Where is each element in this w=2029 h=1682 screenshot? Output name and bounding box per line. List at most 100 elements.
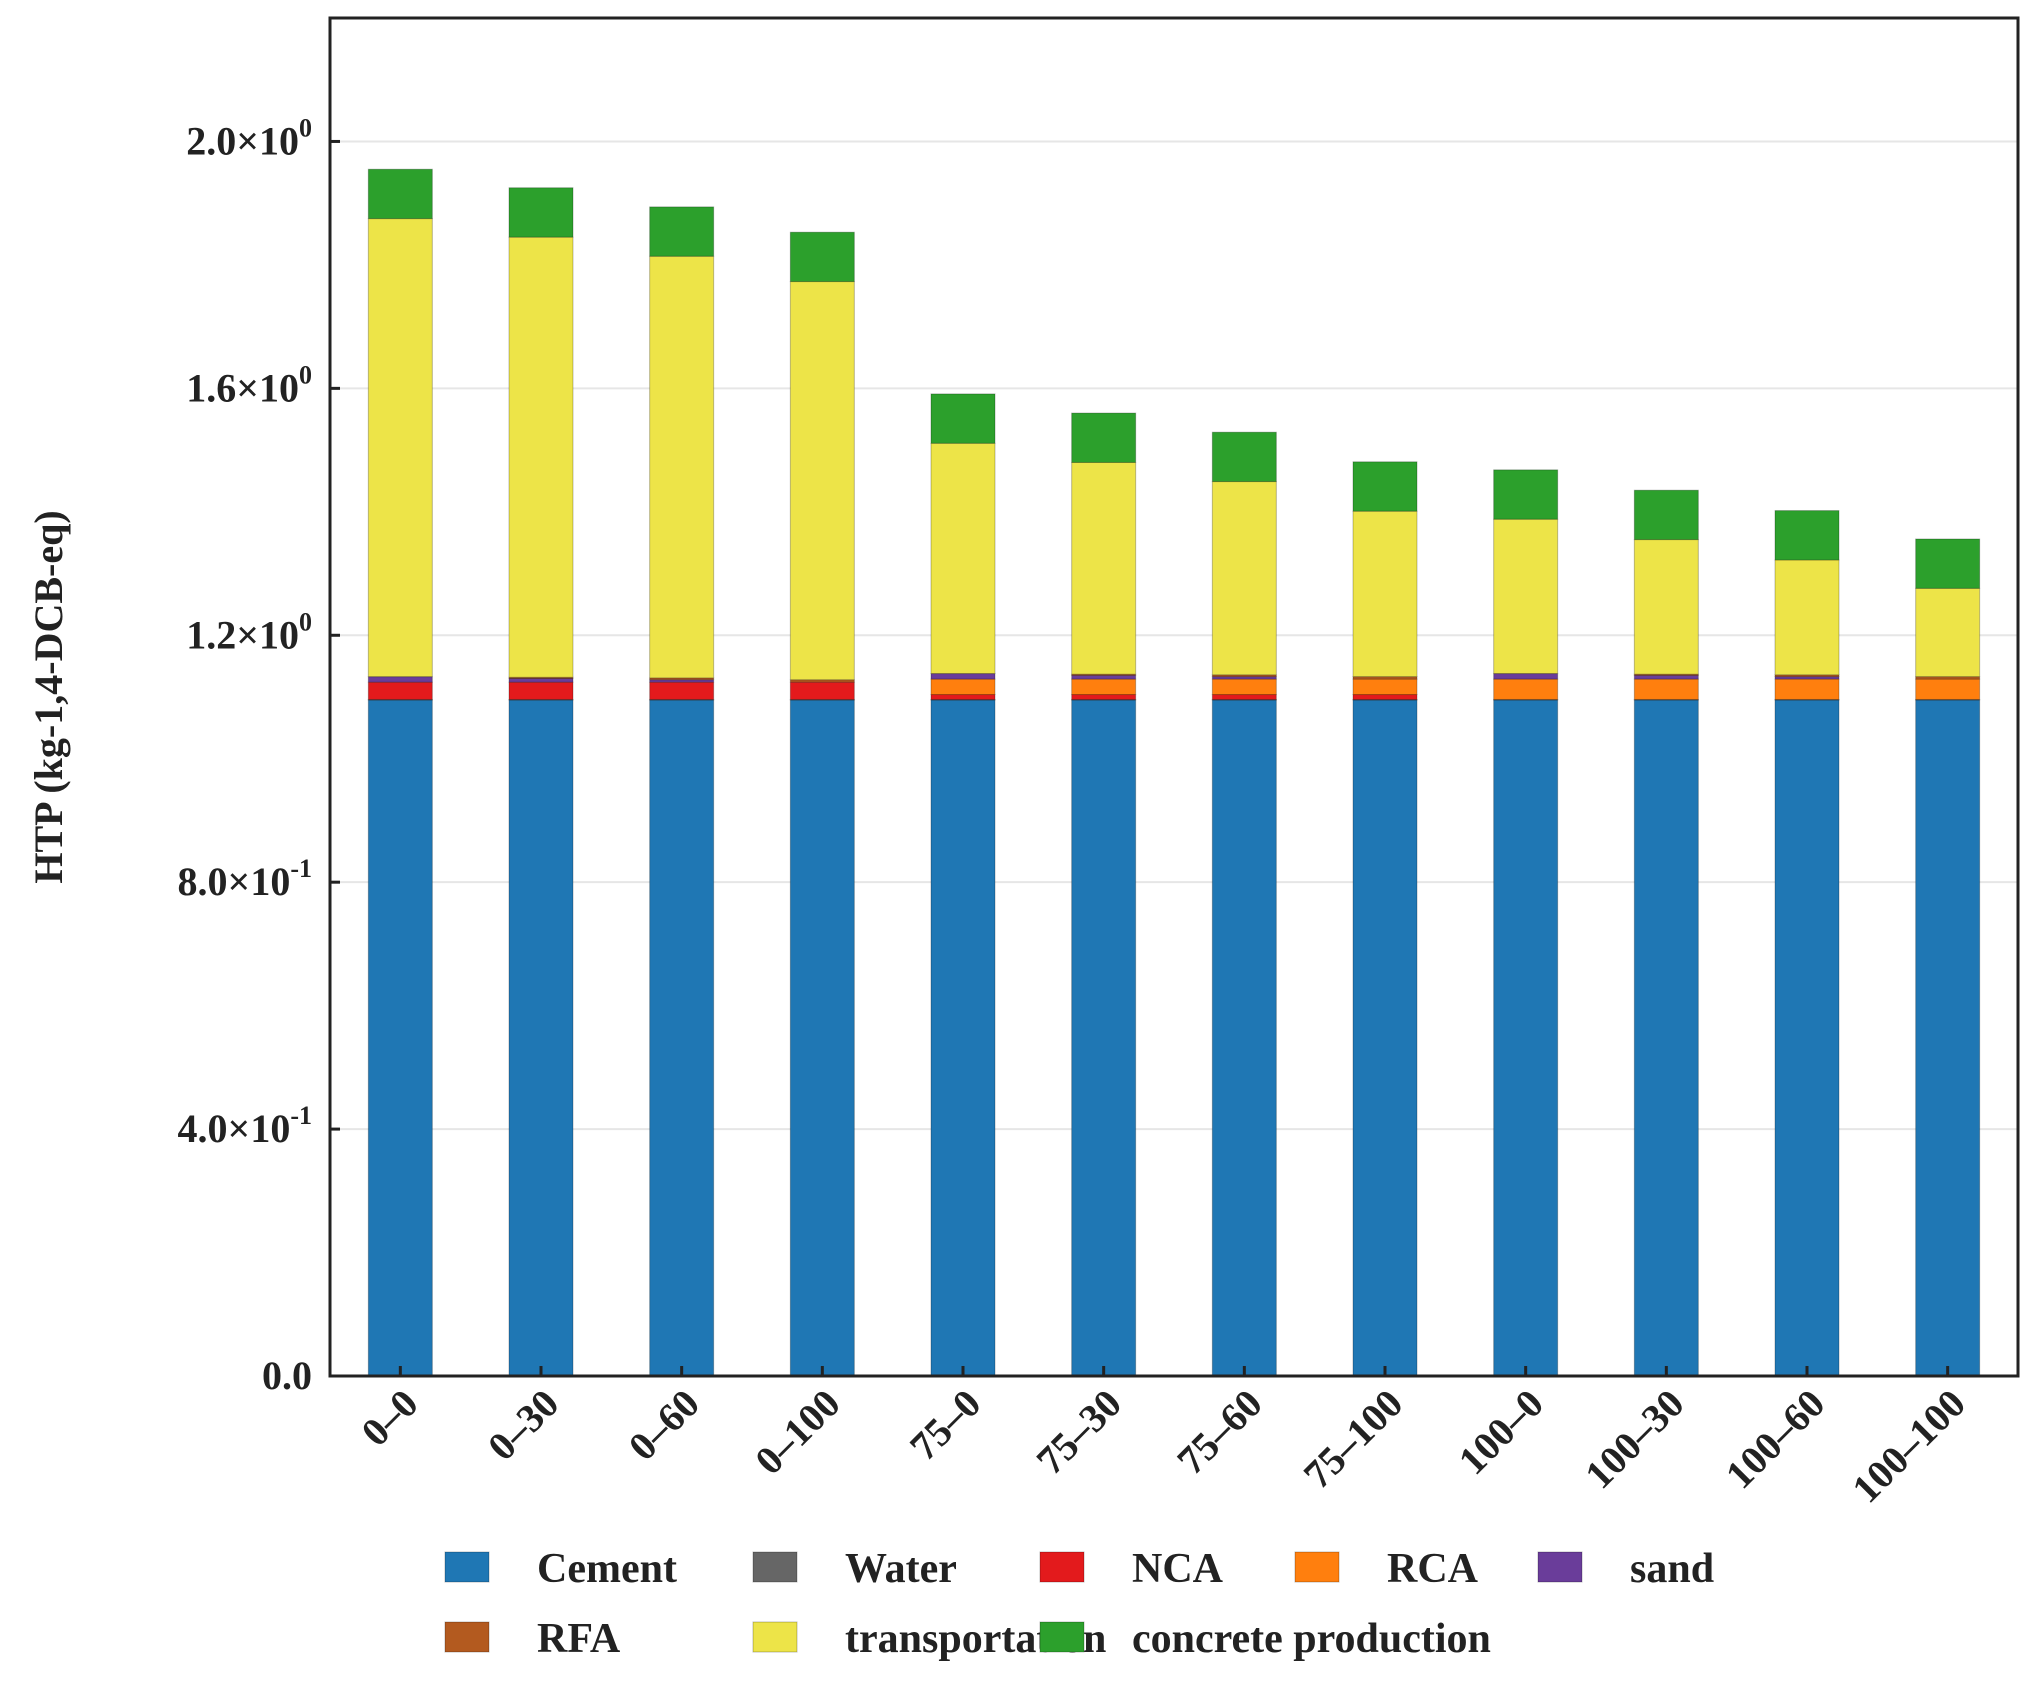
legend-label: concrete production	[1132, 1616, 1491, 1662]
bar-segment-nca	[367, 681, 433, 700]
bar-segment-concrete-production	[649, 206, 715, 257]
x-tick-label: 0–30	[479, 1381, 567, 1469]
bar-stack-0–30	[508, 187, 574, 1377]
x-axis-ticks: 0–0 0–30 0–60 0–100 75–0 75–30 75–60 75–100 100–…	[352, 1366, 1974, 1511]
x-tick-label: 100–100	[1843, 1381, 1974, 1512]
legend-label: NCA	[1132, 1546, 1224, 1592]
bar-segment-sand	[367, 676, 433, 683]
bar-stack-100–100	[1915, 538, 1981, 1377]
bar-segment-cement	[930, 699, 996, 1377]
legend-item: RFA	[444, 1616, 621, 1662]
bar-stack-100–30	[1633, 489, 1699, 1377]
bar-segment-concrete-production	[1915, 538, 1981, 589]
legend-swatch	[444, 1621, 490, 1653]
bar-segment-water	[1071, 698, 1137, 701]
legend-label: RFA	[537, 1616, 621, 1662]
y-tick-label: 0.0	[262, 1353, 312, 1398]
y-tick-label: 1.2×100	[186, 607, 312, 657]
bar-segment-rfa	[789, 679, 855, 683]
y-axis-ticks: 0.0 4.0×10-1 8.0×10-1 1.2×100 1.6×100 2.0×100	[178, 113, 340, 1398]
bar-stack-100–60	[1774, 510, 1840, 1377]
bar-segment-cement	[789, 699, 855, 1377]
bar-segment-rca	[1211, 678, 1277, 696]
bar-segment-transportation	[1211, 481, 1277, 676]
x-tick-label: 100–0	[1450, 1381, 1553, 1484]
bar-segment-rca	[1633, 678, 1699, 700]
x-tick-label: 75–30	[1028, 1381, 1131, 1484]
legend-item: sand	[1537, 1546, 1714, 1592]
plot-frame	[328, 16, 2020, 1378]
bar-segment-concrete-production	[367, 168, 433, 220]
bar-stack-100–0	[1493, 469, 1559, 1377]
bar-segment-water	[930, 698, 996, 701]
legend-item: Water	[752, 1546, 957, 1592]
bar-segment-transportation	[930, 442, 996, 675]
bar-segment-concrete-production	[1352, 461, 1418, 512]
bar-segment-concrete-production	[1071, 412, 1137, 463]
bar-segment-water	[1211, 698, 1277, 701]
legend-swatch	[1039, 1551, 1085, 1583]
bar-segment-transportation	[1071, 461, 1137, 675]
gridlines	[330, 140, 2018, 1131]
bar-segment-cement	[1633, 699, 1699, 1377]
bar-segment-rca	[1915, 678, 1981, 700]
bar-segment-transportation	[508, 236, 574, 678]
x-tick-label: 100–30	[1576, 1381, 1693, 1498]
bar-segment-rca	[1493, 678, 1559, 700]
y-tick-label: 2.0×100	[186, 113, 312, 163]
bar-segment-transportation	[1493, 518, 1559, 675]
legend-label: Cement	[537, 1546, 677, 1592]
bar-segment-nca	[508, 681, 574, 700]
bar-segment-transportation	[1774, 559, 1840, 676]
legend-swatch	[1039, 1621, 1085, 1653]
bar-segment-transportation	[367, 218, 433, 678]
bar-segment-rfa	[649, 677, 715, 681]
bar-segment-rca	[1774, 678, 1840, 700]
bar-segment-water	[367, 698, 433, 701]
x-tick-label: 0–100	[746, 1381, 849, 1484]
bar-segment-transportation	[1352, 510, 1418, 678]
y-axis-title: HTP (kg-1,4-DCB-eq)	[26, 510, 71, 883]
y-tick-label: 8.0×10-1	[178, 854, 312, 904]
legend-item: RCA	[1294, 1546, 1479, 1592]
legend-swatch	[1537, 1551, 1583, 1583]
bar-segment-rca	[930, 678, 996, 696]
legend-swatch	[752, 1621, 798, 1653]
bar-stack-75–0	[930, 393, 996, 1377]
legend-item: NCA	[1039, 1546, 1224, 1592]
bar-stack-75–30	[1071, 412, 1137, 1377]
bar-segment-cement	[1774, 699, 1840, 1377]
legend-swatch	[752, 1551, 798, 1583]
y-tick-label: 4.0×10-1	[178, 1101, 312, 1151]
bar-segment-cement	[649, 699, 715, 1377]
bar-segment-sand	[1633, 674, 1699, 680]
bars	[367, 168, 1981, 1377]
bar-segment-rca	[1352, 678, 1418, 696]
bar-segment-concrete-production	[1493, 469, 1559, 520]
legend-swatch	[444, 1551, 490, 1583]
x-tick-label: 75–60	[1168, 1381, 1271, 1484]
bar-segment-nca	[1352, 694, 1418, 700]
bar-segment-nca	[789, 681, 855, 700]
bar-segment-sand	[930, 673, 996, 680]
legend-item: Cement	[444, 1546, 677, 1592]
bar-segment-nca	[649, 681, 715, 700]
bar-stack-75–60	[1211, 431, 1277, 1377]
x-tick-label: 0–60	[620, 1381, 708, 1469]
legend-swatch	[1294, 1551, 1340, 1583]
x-tick-label: 0–0	[352, 1381, 426, 1455]
bar-stack-0–0	[367, 168, 433, 1377]
bar-segment-transportation	[789, 281, 855, 681]
bar-segment-concrete-production	[1774, 510, 1840, 561]
bar-segment-cement	[1352, 699, 1418, 1377]
bar-segment-concrete-production	[930, 393, 996, 444]
bar-segment-transportation	[1633, 539, 1699, 675]
x-tick-label: 75–100	[1295, 1381, 1412, 1498]
bar-segment-sand	[508, 677, 574, 683]
bar-segment-cement	[1915, 699, 1981, 1377]
y-tick-label: 1.6×100	[186, 360, 312, 410]
bar-segment-water	[1352, 698, 1418, 701]
bar-stack-75–100	[1352, 461, 1418, 1377]
